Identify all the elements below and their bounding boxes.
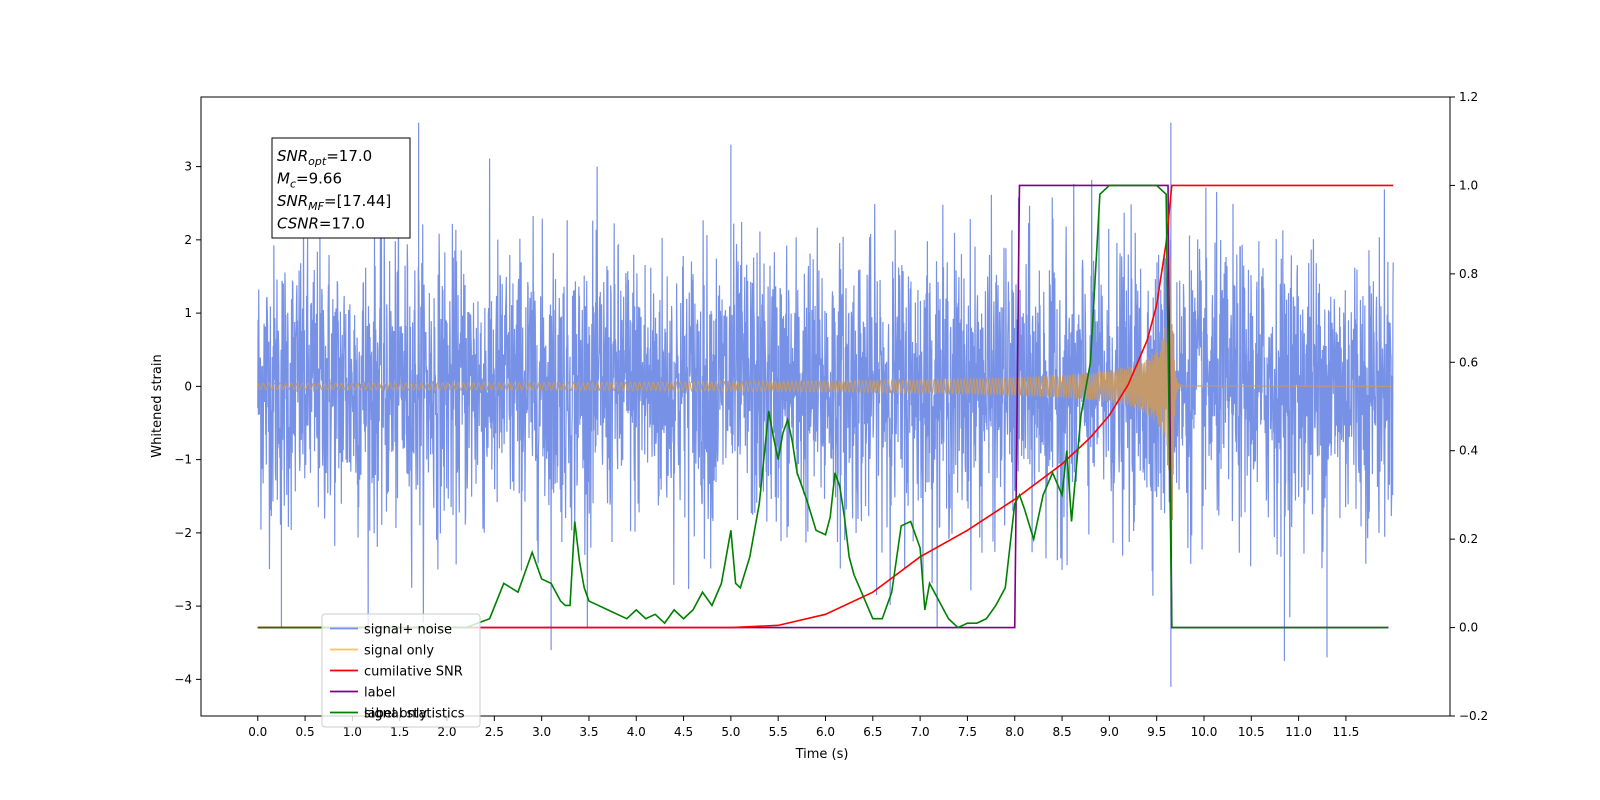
x-tick-label: 3.5 bbox=[579, 725, 598, 739]
y-axis-ticks: 3 2 1 0 −1 −2 −3 −4 bbox=[174, 160, 201, 686]
annotation-line: CSNR=17.0 bbox=[277, 215, 365, 233]
x-tick-label: 4.5 bbox=[674, 725, 693, 739]
x-tick-label: 6.5 bbox=[863, 725, 882, 739]
x-tick-label: 5.0 bbox=[721, 725, 740, 739]
right-y-tick-label: 1.2 bbox=[1459, 90, 1478, 104]
x-tick-label: 6.0 bbox=[816, 725, 835, 739]
x-tick-label: 4.0 bbox=[627, 725, 646, 739]
legend-label: cumilative SNR bbox=[364, 665, 463, 680]
x-tick-label: 2.5 bbox=[485, 725, 504, 739]
x-axis-label: Time (s) bbox=[795, 747, 849, 762]
y-axis-label: Whitened strain bbox=[150, 354, 165, 457]
y-tick-label: −3 bbox=[174, 599, 192, 613]
x-tick-label: 1.0 bbox=[343, 725, 362, 739]
series-cumulative-snr-line bbox=[257, 184, 1394, 629]
y-tick-label: −1 bbox=[174, 453, 192, 467]
annotation-line: Mc=9.66 bbox=[277, 170, 342, 191]
x-tick-label: 9.0 bbox=[1100, 725, 1119, 739]
y-tick-label: 1 bbox=[184, 306, 192, 320]
right-y-tick-label: −0.2 bbox=[1459, 709, 1488, 723]
right-y-axis-ticks: 1.2 1.0 0.8 0.6 0.4 0.2 0.0 −0.2 bbox=[1450, 90, 1488, 723]
x-tick-label: 9.5 bbox=[1147, 725, 1166, 739]
right-y-tick-label: 1.0 bbox=[1459, 178, 1478, 192]
right-y-tick-label: 0.0 bbox=[1459, 621, 1478, 635]
x-tick-label: 7.0 bbox=[911, 725, 930, 739]
y-tick-label: 3 bbox=[184, 160, 192, 174]
right-y-tick-label: 0.2 bbox=[1459, 532, 1478, 546]
x-tick-label: 11.0 bbox=[1285, 725, 1312, 739]
legend: label only signal+ noise signal only cumila… bbox=[321, 613, 481, 728]
y-tick-label: −2 bbox=[174, 526, 192, 540]
x-tick-label: 3.0 bbox=[532, 725, 551, 739]
annotation-line: SNRMF=[17.44] bbox=[277, 192, 391, 213]
legend-label: signal+ noise bbox=[364, 623, 452, 638]
legend-label: label bbox=[364, 686, 395, 701]
x-tick-label: 2.0 bbox=[437, 725, 456, 739]
x-tick-label: 7.5 bbox=[958, 725, 977, 739]
x-tick-label: 0.5 bbox=[296, 725, 315, 739]
legend-label: signal only bbox=[364, 644, 434, 659]
y-tick-label: 0 bbox=[184, 379, 192, 393]
series-signal-noise-line bbox=[257, 122, 1394, 687]
x-tick-label: 11.5 bbox=[1333, 725, 1360, 739]
annotation-frame bbox=[271, 137, 411, 239]
annotation-line: SNRopt=17.0 bbox=[277, 147, 372, 168]
right-y-tick-label: 0.8 bbox=[1459, 267, 1478, 281]
right-y-tick-label: 0.6 bbox=[1459, 355, 1478, 369]
y-tick-label: −4 bbox=[174, 672, 192, 686]
plot-area bbox=[257, 122, 1394, 687]
right-y-tick-label: 0.4 bbox=[1459, 444, 1478, 458]
x-tick-label: 5.5 bbox=[769, 725, 788, 739]
x-tick-label: 1.5 bbox=[390, 725, 409, 739]
x-tick-label: 8.5 bbox=[1053, 725, 1072, 739]
legend-label: signal statistics bbox=[364, 707, 465, 722]
x-tick-label: 10.5 bbox=[1238, 725, 1265, 739]
legend-frame bbox=[321, 613, 481, 728]
y-tick-label: 2 bbox=[184, 233, 192, 247]
x-axis-ticks: 0.0 0.5 1.0 1.5 2.0 2.5 3.0 3.5 4.0 4.5 5.0 5.5 6.0 6… bbox=[248, 716, 1359, 739]
x-tick-label: 8.0 bbox=[1005, 725, 1024, 739]
x-tick-label: 0.0 bbox=[248, 725, 267, 739]
series-signal-statistics-line bbox=[257, 184, 1389, 629]
legend-label-ghost: label only bbox=[364, 707, 427, 722]
x-tick-label: 10.0 bbox=[1191, 725, 1218, 739]
series-signal-only-line bbox=[257, 259, 1394, 559]
